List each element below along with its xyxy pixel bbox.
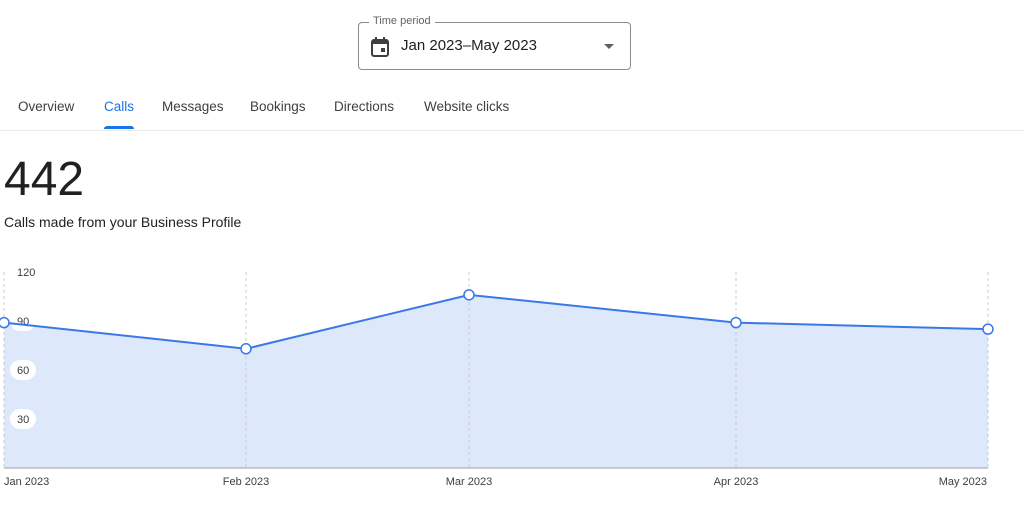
calendar-icon	[371, 37, 389, 57]
data-point	[463, 289, 475, 301]
tab-calls[interactable]: Calls	[104, 99, 135, 129]
metric-total: 442	[4, 153, 85, 206]
x-tick-label: May 2023	[939, 476, 987, 488]
tab-directions[interactable]: Directions	[334, 99, 395, 114]
data-point	[0, 316, 10, 329]
data-point	[240, 343, 252, 355]
x-tick-label: Jan 2023	[4, 476, 49, 488]
time-period-select[interactable]: Time period Jan 2023–May 2023	[358, 15, 631, 70]
y-tick-label: 90	[17, 316, 29, 328]
chevron-down-icon[interactable]	[604, 44, 614, 49]
metric-caption: Calls made from your Business Profile	[4, 214, 242, 230]
y-tick-label: 120	[17, 267, 35, 279]
y-tick-label: 30	[17, 414, 29, 426]
time-period-value: Jan 2023–May 2023	[401, 37, 537, 54]
tab-bookings[interactable]: Bookings	[250, 99, 306, 114]
data-point	[982, 323, 994, 335]
x-tick-label: Apr 2023	[714, 476, 759, 488]
tab-overview[interactable]: Overview	[18, 99, 75, 114]
calls-chart: 30 60 90 120 Jan 2023 Feb 2023 Mar 2023 Apr 202…	[0, 267, 994, 488]
y-tick-label: 60	[17, 365, 29, 377]
chart-area	[4, 294, 988, 468]
tab-website-clicks[interactable]: Website clicks	[424, 99, 510, 114]
y-tick-pill	[10, 409, 36, 429]
metric-tabs: Overview Calls Messages Bookings Directi…	[0, 88, 1024, 131]
time-period-label: Time period	[369, 15, 435, 27]
tab-messages[interactable]: Messages	[162, 99, 224, 114]
data-point	[730, 316, 742, 329]
y-tick-pill	[10, 360, 36, 380]
x-tick-label: Feb 2023	[223, 476, 269, 488]
x-tick-label: Mar 2023	[446, 476, 492, 488]
